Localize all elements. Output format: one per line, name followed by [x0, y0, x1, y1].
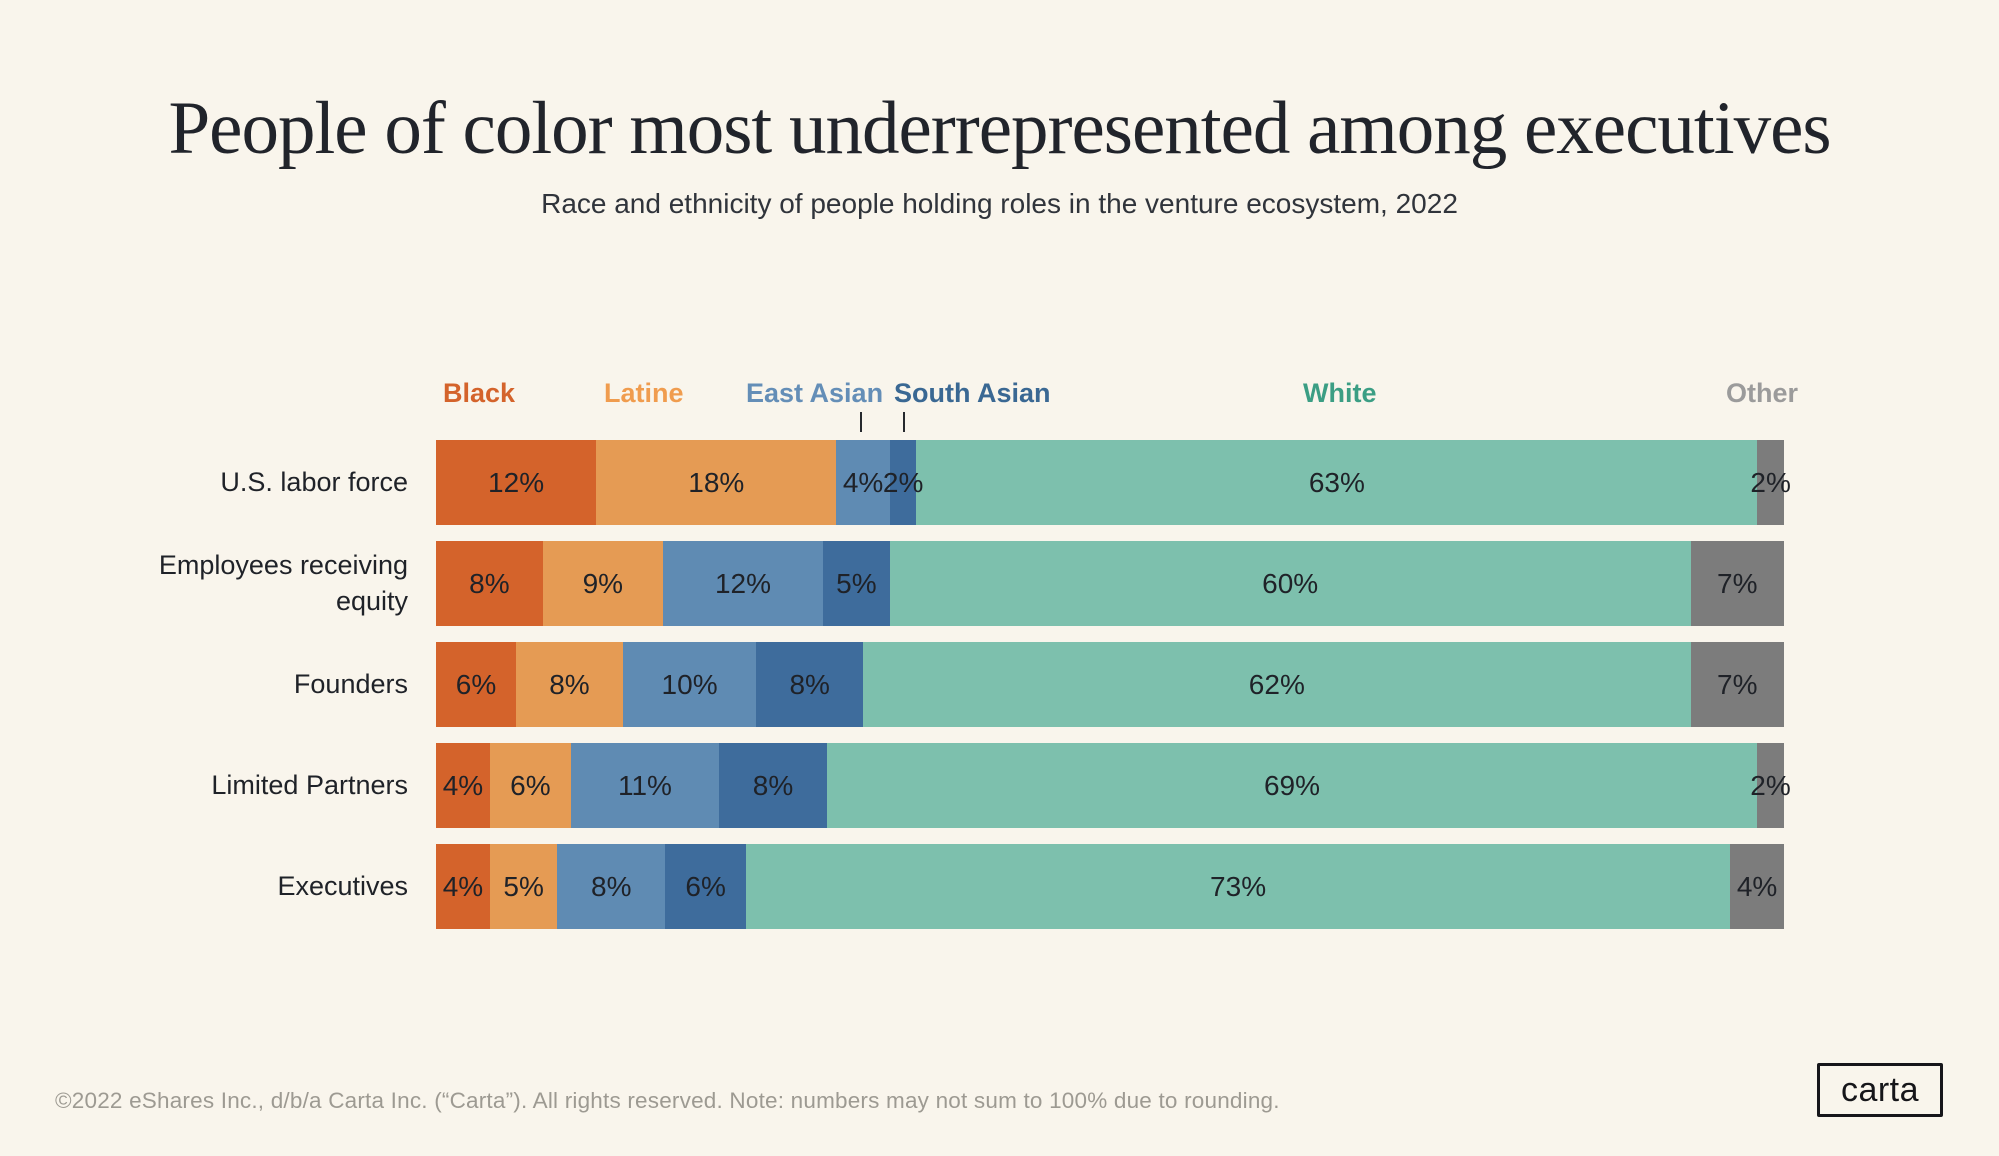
bar-segment-other: 7% — [1690, 642, 1784, 727]
segment-value-label: 18% — [688, 466, 745, 498]
segment-value-label: 2% — [1750, 769, 1791, 801]
bar-segment-east-asian: 12% — [662, 541, 824, 626]
carta-logo-text: carta — [1840, 1071, 1920, 1109]
bar-segment-east-asian: 10% — [622, 642, 757, 727]
row-label-founders: Founders — [293, 668, 408, 699]
segment-value-label: 2% — [1750, 466, 1791, 498]
bar-row-executives: 4% 5% 8% 6% 73% 4% — [436, 844, 1785, 929]
legend-item-east-asian: East Asian — [746, 378, 884, 408]
bar-row-employees-receiving-equity: 8% 9% 12% 5% 60% 7% — [436, 541, 1784, 626]
bar-segment-white: 62% — [863, 642, 1691, 727]
row-label-employees-receiving-equity: Employees receiving equity — [158, 550, 408, 616]
segment-value-label: 4% — [442, 769, 484, 801]
segment-value-label: 7% — [1717, 668, 1758, 700]
legend-pointer-tick-south-asian — [903, 412, 905, 432]
legend-item-other: Other — [1725, 378, 1798, 408]
segment-value-label: 12% — [488, 466, 545, 498]
segment-value-label: 4% — [442, 870, 484, 902]
legend-item-white: White — [1303, 378, 1377, 408]
bar-row-limited-partners: 4% 6% 11% 8% 69% 2% — [436, 743, 1791, 828]
segment-value-label: 69% — [1263, 769, 1320, 801]
bar-row-founders: 6% 8% 10% 8% 62% 7% — [436, 642, 1784, 727]
bar-segment-other: 4% — [1730, 844, 1785, 929]
segment-value-label: 8% — [752, 769, 794, 801]
segment-value-label: 8% — [789, 668, 830, 700]
bar-segment-white: 60% — [889, 541, 1691, 626]
bar-segment-south-asian: 8% — [719, 743, 827, 828]
bar-segment-south-asian: 8% — [756, 642, 864, 727]
legend-item-black: Black — [443, 378, 516, 408]
bar-segment-latine: 5% — [489, 844, 558, 929]
segment-value-label: 4% — [1736, 870, 1778, 902]
segment-value-label: 63% — [1308, 466, 1365, 498]
segment-value-label: 7% — [1717, 567, 1758, 599]
bar-segment-latine: 18% — [596, 440, 837, 525]
segment-value-label: 8% — [469, 567, 510, 599]
segment-value-label: 73% — [1210, 870, 1267, 902]
row-labels: U.S. labor force Employees receiving equi… — [0, 440, 408, 945]
copyright-note: ©2022 eShares Inc., d/b/a Carta Inc. (“C… — [55, 1088, 1280, 1113]
chart-legend: Black Latine East Asian South Asian White Oth… — [436, 378, 1798, 436]
segment-value-label: 8% — [591, 870, 632, 902]
segment-value-label: 11% — [617, 769, 672, 801]
bar-segment-south-asian: 6% — [665, 844, 747, 929]
bar-segment-latine: 8% — [516, 642, 623, 727]
bar-segment-east-asian: 11% — [570, 743, 720, 828]
segment-value-label: 4% — [842, 466, 884, 498]
segment-value-label: 2% — [882, 466, 924, 498]
bar-segment-white: 63% — [916, 440, 1758, 525]
bar-segment-other: 7% — [1690, 541, 1784, 626]
bar-row-u-s-labor-force: 12% 18% 4% 2% 63% 2% — [436, 440, 1791, 525]
bar-segment-other: 2% — [1750, 440, 1791, 525]
segment-value-label: 12% — [714, 567, 771, 599]
segment-value-label: 6% — [685, 870, 726, 902]
bar-segment-latine: 6% — [489, 743, 571, 828]
bar-segment-white: 73% — [746, 844, 1731, 929]
row-label-u-s-labor-force: U.S. labor force — [220, 466, 408, 497]
bar-segment-white: 69% — [826, 743, 1758, 828]
segment-value-label: 6% — [510, 769, 551, 801]
bar-segment-black: 12% — [436, 440, 597, 525]
bar-segment-black: 4% — [436, 743, 490, 828]
row-label-executives: Executives — [277, 870, 408, 901]
bar-segment-south-asian: 2% — [883, 440, 923, 525]
legend-item-south-asian: South Asian — [894, 378, 1051, 408]
bar-segment-black: 8% — [436, 541, 543, 626]
segment-value-label: 6% — [455, 668, 497, 700]
bar-segment-latine: 9% — [542, 541, 663, 626]
page-subtitle: Race and ethnicity of people holding rol… — [541, 188, 1458, 219]
segment-value-label: 62% — [1248, 668, 1305, 700]
bar-segment-black: 4% — [436, 844, 490, 929]
page-title: People of color most underrepresented am… — [168, 87, 1831, 170]
bar-segment-black: 6% — [436, 642, 517, 727]
segment-value-label: 5% — [503, 870, 544, 902]
bar-segment-east-asian: 8% — [557, 844, 666, 929]
legend-item-latine: Latine — [604, 378, 684, 408]
legend-pointer-tick-east-asian — [860, 412, 862, 432]
stacked-bar-chart: 12% 18% 4% 2% 63% 2% 8% 9% 12% 5% 60% 7% 6% 8% 10% 8% 62… — [436, 440, 1791, 945]
bar-segment-south-asian: 5% — [823, 541, 890, 626]
segment-value-label: 10% — [661, 668, 718, 700]
segment-value-label: 5% — [836, 567, 877, 599]
carta-logo: carta — [1817, 1063, 1943, 1117]
segment-value-label: 9% — [582, 567, 624, 599]
bar-segment-east-asian: 4% — [836, 440, 890, 525]
row-label-limited-partners: Limited Partners — [211, 769, 408, 800]
bar-segment-other: 2% — [1750, 743, 1791, 828]
segment-value-label: 60% — [1262, 567, 1319, 599]
segment-value-label: 8% — [549, 668, 590, 700]
